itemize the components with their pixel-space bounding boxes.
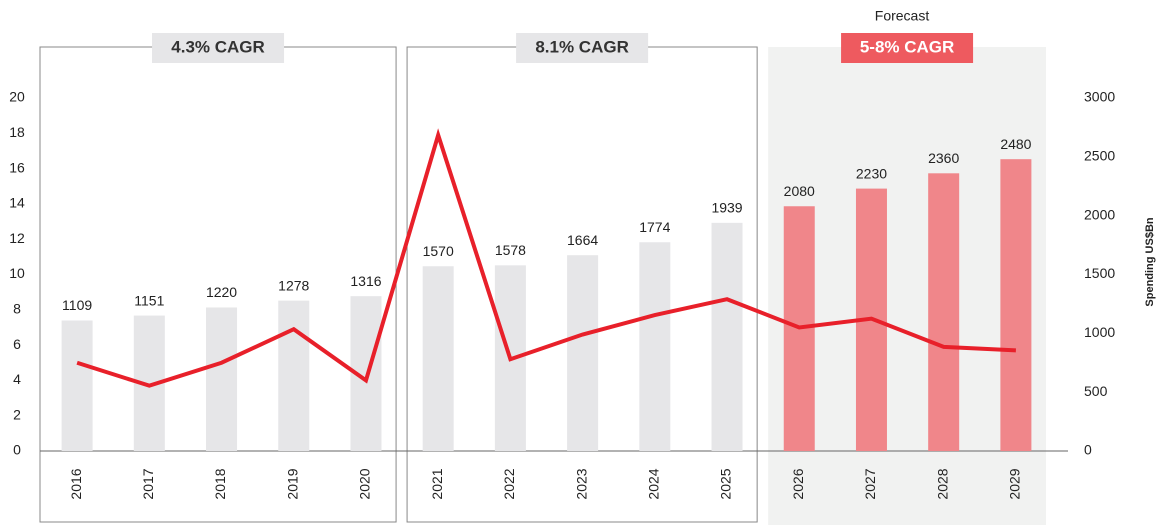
x-tick-label: 2025 xyxy=(718,468,734,499)
bar xyxy=(206,307,238,451)
bar-value-label: 1151 xyxy=(134,292,164,308)
y2-tick-label: 2000 xyxy=(1084,206,1115,222)
forecast-annotation: Forecast xyxy=(875,8,930,24)
bar-value-label: 2360 xyxy=(928,150,959,166)
y2-tick-label: 2500 xyxy=(1084,148,1115,164)
bar xyxy=(711,222,743,451)
y2-axis-title: Spending US$Bn xyxy=(1144,217,1156,307)
x-tick-label: 2023 xyxy=(573,468,589,499)
y2-tick-label: 3000 xyxy=(1084,89,1115,105)
x-tick-label: 2026 xyxy=(790,468,806,499)
y-tick-label: 4 xyxy=(13,371,21,387)
cagr-label: 4.3% CAGR xyxy=(171,37,265,56)
x-tick-label: 2027 xyxy=(862,468,878,499)
x-tick-label: 2022 xyxy=(501,468,517,499)
bar-value-label: 2080 xyxy=(784,183,815,199)
y-tick-label: 18 xyxy=(9,124,25,140)
x-tick-label: 2029 xyxy=(1007,468,1023,499)
cagr-badge xyxy=(152,33,285,63)
y2-tick-label: 500 xyxy=(1084,383,1108,399)
bar-value-label: 1109 xyxy=(62,297,92,313)
bar-value-label: 1939 xyxy=(711,200,742,216)
y-tick-label: 12 xyxy=(9,230,25,246)
bar-value-label: 1578 xyxy=(495,242,526,258)
cagr-label: 5-8% CAGR xyxy=(860,37,954,56)
bar xyxy=(639,242,671,451)
bar-value-label: 1664 xyxy=(567,232,598,248)
bar-value-label: 2230 xyxy=(856,165,887,181)
cagr-badge xyxy=(841,33,974,63)
y-tick-label: 0 xyxy=(13,442,21,458)
bar xyxy=(1000,159,1032,452)
x-tick-label: 2018 xyxy=(212,468,228,499)
y2-tick-label: 0 xyxy=(1084,442,1092,458)
y-tick-label: 6 xyxy=(13,336,21,352)
bar-value-label: 1278 xyxy=(278,277,309,293)
bar-value-label: 1316 xyxy=(350,273,381,289)
bar xyxy=(422,266,454,451)
y-tick-label: 16 xyxy=(9,159,25,175)
y-tick-label: 8 xyxy=(13,301,21,317)
cagr-badge xyxy=(516,33,649,63)
y-tick-label: 14 xyxy=(9,195,25,211)
x-tick-label: 2021 xyxy=(429,468,445,499)
growth-line xyxy=(76,128,1016,388)
bar-value-label: 1220 xyxy=(206,284,237,300)
cagr-label: 8.1% CAGR xyxy=(535,37,629,56)
bar xyxy=(928,173,960,451)
bar xyxy=(567,255,599,451)
y2-tick-label: 1500 xyxy=(1084,265,1115,281)
bar-value-label: 1570 xyxy=(423,243,454,259)
y2-tick-label: 1000 xyxy=(1084,324,1115,340)
bar-value-label: 1774 xyxy=(639,219,670,235)
y-tick-label: 10 xyxy=(9,265,25,281)
x-tick-label: 2017 xyxy=(140,468,156,499)
y-tick-label: 20 xyxy=(9,89,25,105)
bar-value-label: 2480 xyxy=(1000,136,1031,152)
x-tick-label: 2028 xyxy=(934,468,950,499)
x-tick-label: 2024 xyxy=(646,468,662,499)
bar xyxy=(278,300,310,451)
x-tick-label: 2020 xyxy=(357,468,373,499)
y-tick-label: 2 xyxy=(13,406,21,422)
x-tick-label: 2019 xyxy=(284,468,300,499)
x-tick-label: 2016 xyxy=(68,468,84,499)
bar xyxy=(61,320,93,451)
